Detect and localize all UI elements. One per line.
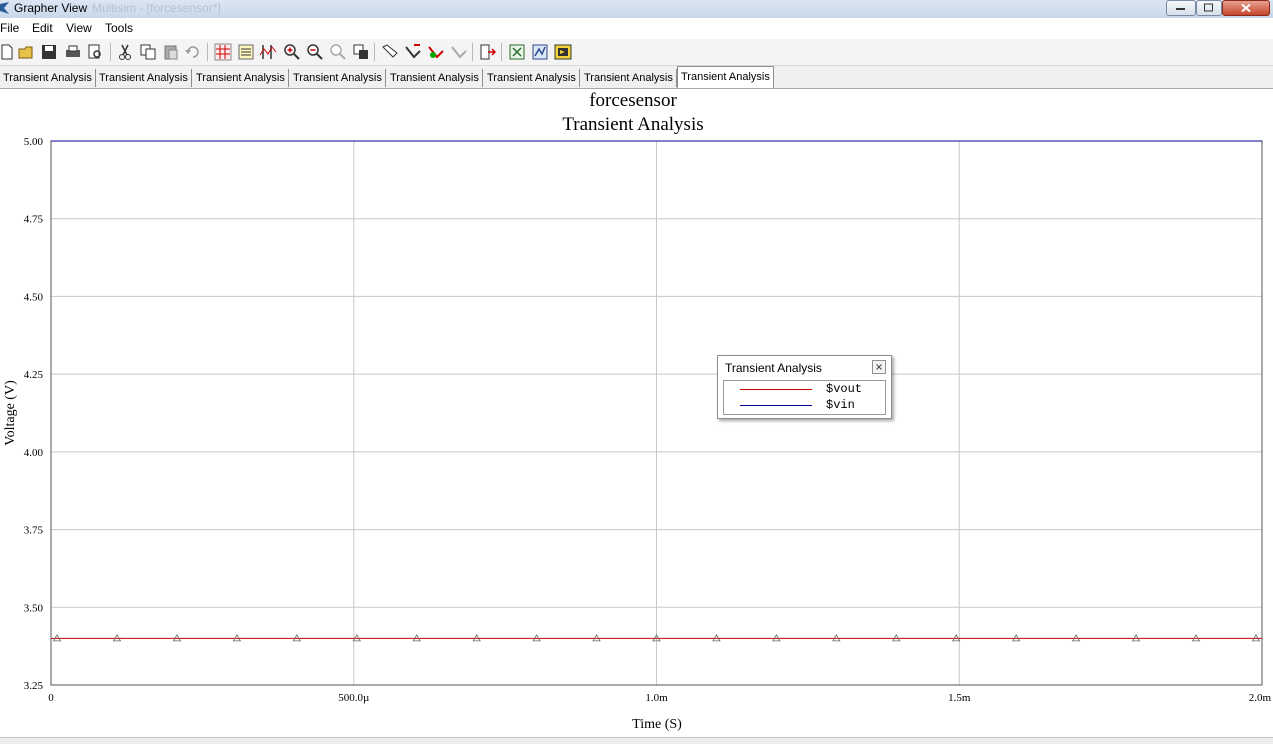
status-strip xyxy=(0,737,1273,744)
zoom-fit-icon[interactable] xyxy=(329,43,347,61)
title-bar: Grapher View Multisim - [forcesensor*] xyxy=(0,0,1273,18)
tab-transient-analysis-8[interactable]: Transient Analysis xyxy=(677,66,774,88)
legend-swatch-vin xyxy=(740,405,812,406)
y-tick-label: 4.00 xyxy=(24,447,44,459)
overlay-icon[interactable] xyxy=(352,43,370,61)
data-point-vout xyxy=(232,634,242,642)
menu-view[interactable]: View xyxy=(66,21,92,35)
analysis-tabs: Transient Analysis Transient Analysis Tr… xyxy=(0,66,1273,89)
x-tick-label: 0 xyxy=(48,692,54,704)
close-button[interactable] xyxy=(1222,0,1270,16)
zoom-in-icon[interactable] xyxy=(283,43,301,61)
y-tick-label: 5.00 xyxy=(24,136,44,148)
data-point-vout xyxy=(292,634,302,642)
tab-transient-analysis-3[interactable]: Transient Analysis xyxy=(193,69,289,87)
tab-transient-analysis-6[interactable]: Transient Analysis xyxy=(484,69,580,87)
legend-label-vin: $vin xyxy=(826,398,855,412)
tab-transient-analysis-1[interactable]: Transient Analysis xyxy=(0,69,96,87)
trace-properties-icon[interactable] xyxy=(404,43,422,61)
chart-title: forcesensor xyxy=(589,90,677,111)
labview-icon[interactable] xyxy=(554,43,572,61)
copy-icon[interactable] xyxy=(139,43,157,61)
print-preview-icon[interactable] xyxy=(86,43,104,61)
legend-close-button[interactable] xyxy=(872,360,886,374)
print-icon[interactable] xyxy=(64,43,82,61)
tab-transient-analysis-2[interactable]: Transient Analysis xyxy=(96,69,192,87)
x-tick-label: 2.0m xyxy=(1249,692,1272,704)
menu-tools[interactable]: Tools xyxy=(105,21,134,35)
data-point-vout xyxy=(532,634,541,642)
data-point-vout xyxy=(352,634,361,642)
y-axis-label: Voltage (V) xyxy=(3,380,18,446)
cursors-icon[interactable] xyxy=(259,43,277,61)
data-point-vout xyxy=(172,634,182,642)
open-icon[interactable] xyxy=(18,43,36,61)
legend-window[interactable]: Transient Analysis $vout $vin xyxy=(717,355,892,419)
data-point-vout xyxy=(652,634,661,642)
save-icon[interactable] xyxy=(40,43,58,61)
axis-ticks: 0 500.0µ 1.0m 1.5m 2.0m 3.25 3.50 3.75 4.00 4.25 4… xyxy=(24,136,1272,704)
data-point-vout xyxy=(472,634,481,642)
x-tick-label: 500.0µ xyxy=(338,692,369,704)
x-axis-label: Time (S) xyxy=(632,717,682,732)
grid-lines xyxy=(50,140,1263,686)
legend-label-vout: $vout xyxy=(826,382,863,396)
data-point-vout xyxy=(592,634,601,642)
transient-chart: forcesensor Transient Analysis 0 500.0µ 1.… xyxy=(3,90,1272,732)
data-point-vout xyxy=(952,634,961,642)
data-point-vout xyxy=(1191,634,1201,642)
data-point-vout xyxy=(1011,634,1021,642)
reverse-colors-icon[interactable] xyxy=(427,43,445,61)
legend-entry-vout: $vout xyxy=(724,382,885,398)
data-point-vout xyxy=(52,634,62,642)
menu-bar: File Edit View Tools xyxy=(0,18,1273,38)
data-point-vout xyxy=(712,634,721,642)
clear-icon[interactable] xyxy=(450,43,468,61)
data-point-vout xyxy=(112,634,122,642)
y-tick-label: 4.25 xyxy=(24,369,44,381)
tab-transient-analysis-5[interactable]: Transient Analysis xyxy=(387,69,483,87)
chart-subtitle: Transient Analysis xyxy=(562,114,703,135)
data-point-vout xyxy=(832,634,841,642)
window-title-suffix: Multisim - [forcesensor*] xyxy=(92,1,221,15)
data-point-vout xyxy=(412,634,421,642)
restore-button[interactable] xyxy=(1196,0,1222,16)
toolbar xyxy=(0,39,1273,66)
new-icon[interactable] xyxy=(0,43,16,61)
paste-icon[interactable] xyxy=(162,43,180,61)
zoom-out-icon[interactable] xyxy=(306,43,324,61)
y-tick-label: 3.75 xyxy=(24,525,44,537)
measurement-icon[interactable] xyxy=(531,43,549,61)
series-layer xyxy=(51,140,1262,642)
y-tick-label: 3.25 xyxy=(24,680,44,692)
legend-entries: $vout $vin xyxy=(723,380,886,415)
menu-edit[interactable]: Edit xyxy=(32,21,53,35)
cut-icon[interactable] xyxy=(116,43,134,61)
grid-icon[interactable] xyxy=(214,43,232,61)
undo-icon[interactable] xyxy=(184,43,202,61)
menu-file[interactable]: File xyxy=(0,21,20,35)
data-point-vout xyxy=(1131,634,1141,642)
y-tick-label: 4.50 xyxy=(24,291,44,303)
data-point-vout xyxy=(1251,634,1261,642)
y-tick-label: 4.75 xyxy=(24,214,44,226)
legend-entry-vin: $vin xyxy=(724,398,885,414)
select-traces-icon[interactable] xyxy=(381,43,399,61)
app-icon xyxy=(0,2,9,14)
tab-transient-analysis-4[interactable]: Transient Analysis xyxy=(290,69,386,87)
legend-icon[interactable] xyxy=(237,43,255,61)
legend-title: Transient Analysis xyxy=(725,361,822,375)
data-point-vout xyxy=(1071,634,1081,642)
minimize-button[interactable] xyxy=(1166,0,1196,16)
x-tick-label: 1.0m xyxy=(645,692,668,704)
x-tick-label: 1.5m xyxy=(948,692,971,704)
excel-export-icon[interactable] xyxy=(508,43,526,61)
data-point-vout xyxy=(772,634,781,642)
data-point-vout xyxy=(892,634,901,642)
y-tick-label: 3.50 xyxy=(24,602,44,614)
window-title: Grapher View xyxy=(14,1,88,15)
export-icon[interactable] xyxy=(479,43,497,61)
legend-swatch-vout xyxy=(740,389,812,390)
tab-transient-analysis-7[interactable]: Transient Analysis xyxy=(581,69,677,87)
